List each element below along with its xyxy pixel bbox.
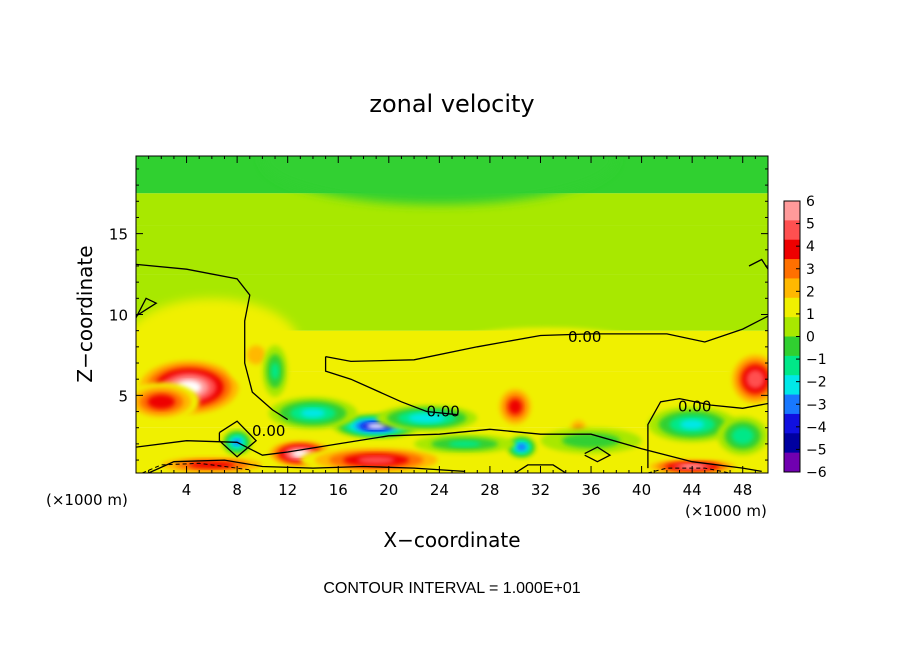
y-tick-label: 10 [109, 307, 128, 325]
velocity-blob [561, 433, 621, 449]
colorbar-label: 2 [806, 284, 815, 300]
contour-label: 0.00 [252, 422, 285, 440]
colorbar-swatch [784, 433, 800, 454]
x-tick-label: 4 [182, 481, 192, 499]
colorbar-swatch [784, 297, 800, 318]
colorbar-label: 0 [806, 330, 815, 346]
x-tick-label: 48 [733, 481, 752, 499]
zero-contour-line [136, 297, 158, 319]
colorbar-swatch [784, 375, 800, 396]
velocity-blob [731, 427, 754, 445]
colorbar-swatch [784, 239, 800, 260]
colorbar-label: −4 [806, 420, 827, 436]
colorbar-label: −3 [806, 397, 827, 413]
colorbar-swatch [784, 336, 800, 357]
x-units-left: (×1000 m) [46, 491, 128, 509]
velocity-blob [357, 456, 395, 464]
field-band [136, 225, 768, 275]
contour-label: 0.00 [568, 328, 601, 346]
y-tick-label: 15 [109, 226, 128, 244]
zero-contour-line [514, 464, 567, 473]
x-tick-label: 16 [329, 481, 348, 499]
velocity-blob [366, 423, 386, 429]
contour-interval-note: CONTOUR INTERVAL = 1.000E+01 [323, 580, 580, 597]
velocity-blob [508, 399, 522, 415]
x-tick-label: 32 [531, 481, 550, 499]
velocity-blob [147, 394, 176, 409]
velocity-blob [292, 450, 308, 457]
colorbar-swatch [784, 452, 800, 473]
colorbar-swatch [784, 278, 800, 299]
colorbar-label: −6 [806, 465, 827, 481]
colorbar-swatch [784, 394, 800, 415]
contour-label-layer: 0.00 0.00 0.00 0.00 [252, 328, 711, 440]
velocity-blob [746, 369, 765, 389]
field-patch [262, 156, 617, 205]
colorbar-label: 6 [806, 194, 815, 210]
colorbar-swatch [784, 220, 800, 241]
colorbar-swatch [784, 355, 800, 376]
y-axis-label: Z−coordinate [73, 245, 97, 382]
contour-label: 0.00 [426, 403, 459, 421]
velocity-blob [445, 327, 648, 367]
velocity-blob [448, 440, 481, 447]
colorbar-label: 3 [806, 262, 815, 278]
colorbar-label: 1 [806, 307, 815, 323]
velocity-blob [516, 443, 527, 451]
x-tick-label: 8 [232, 481, 242, 499]
colorbar-label: −5 [806, 442, 827, 458]
x-tick-label: 24 [430, 481, 449, 499]
contour-label: 0.00 [678, 398, 711, 416]
velocity-blob [246, 345, 266, 365]
velocity-blob [270, 362, 280, 380]
colorbar-label: −1 [806, 352, 827, 368]
chart-title: zonal velocity [369, 90, 534, 118]
x-tick-label: 28 [480, 481, 499, 499]
zero-contour-line [136, 428, 762, 473]
x-axis-label: X−coordinate [383, 528, 520, 552]
colorbar-swatch [784, 201, 800, 221]
x-units-right: (×1000 m) [685, 502, 767, 520]
x-tick-label: 44 [683, 481, 702, 499]
zero-contour-line [136, 263, 289, 421]
velocity-blob [408, 413, 446, 423]
colorbar-label: −2 [806, 375, 827, 391]
colorbar-label: 4 [806, 239, 815, 255]
colorbar-swatch [784, 317, 800, 337]
colorbar-swatch [784, 413, 800, 434]
colorbar: 6 5 4 3 2 1 0 −1 −2 −3 −4 −5 −6 [783, 194, 827, 481]
colorbar-label: 5 [806, 217, 815, 233]
velocity-blob [680, 419, 705, 430]
colorbar-swatch [784, 259, 800, 279]
velocity-blob [300, 408, 325, 418]
x-tick-label: 20 [379, 481, 398, 499]
zero-contour-line [325, 315, 768, 363]
x-tick-label: 40 [632, 481, 651, 499]
dashed-contour-line [142, 462, 250, 473]
zero-contour-line [324, 356, 459, 416]
y-tick-label: 5 [118, 387, 128, 405]
x-tick-label: 12 [278, 481, 297, 499]
x-tick-label: 36 [581, 481, 600, 499]
zero-contour-line [218, 420, 258, 458]
zero-contour-line [647, 397, 768, 469]
zero-contour-line [584, 446, 612, 463]
